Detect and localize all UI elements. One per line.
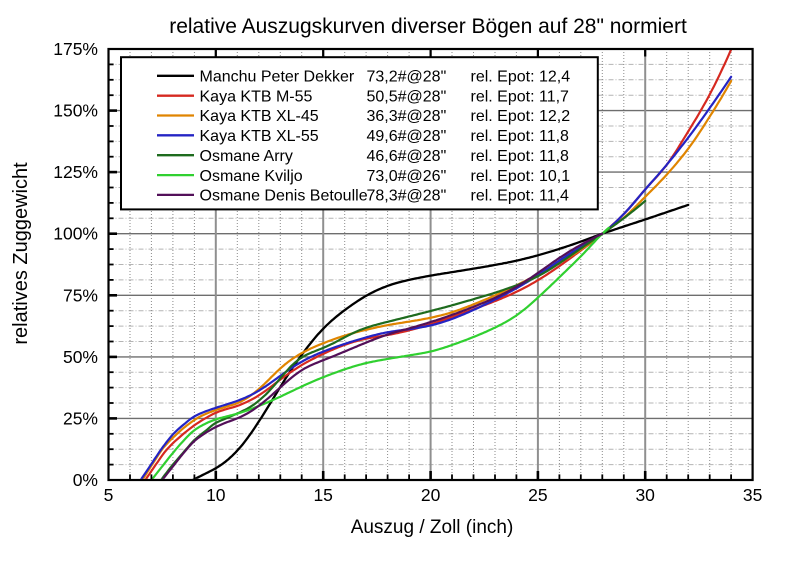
svg-text:rel. Epot: 12,2: rel. Epot: 12,2 <box>471 108 571 125</box>
svg-text:0%: 0% <box>73 470 98 490</box>
svg-text:relatives Zuggewicht: relatives Zuggewicht <box>10 162 32 345</box>
svg-text:25%: 25% <box>63 408 98 428</box>
svg-text:rel. Epot: 12,4: rel. Epot: 12,4 <box>471 69 571 86</box>
svg-text:10: 10 <box>206 485 226 505</box>
svg-text:78,3#@28": 78,3#@28" <box>367 188 447 205</box>
svg-text:Osmane Denis Betoulle: Osmane Denis Betoulle <box>200 188 368 205</box>
svg-text:relative Auszugskurven diverse: relative Auszugskurven diverser Bögen au… <box>169 15 687 38</box>
svg-text:Kaya KTB XL-55: Kaya KTB XL-55 <box>200 128 319 145</box>
svg-text:73,0#@26": 73,0#@26" <box>367 168 447 185</box>
svg-text:46,6#@28": 46,6#@28" <box>367 148 447 165</box>
svg-text:30: 30 <box>635 485 655 505</box>
svg-text:150%: 150% <box>53 101 98 121</box>
svg-text:rel. Epot: 11,8: rel. Epot: 11,8 <box>471 128 570 145</box>
svg-text:Kaya KTB XL-45: Kaya KTB XL-45 <box>200 108 319 125</box>
svg-text:Osmane Kviljo: Osmane Kviljo <box>200 168 303 185</box>
svg-text:175%: 175% <box>53 39 98 59</box>
svg-text:rel. Epot: 11,8: rel. Epot: 11,8 <box>471 148 570 165</box>
svg-text:100%: 100% <box>53 224 98 244</box>
svg-text:36,3#@28": 36,3#@28" <box>367 108 447 125</box>
svg-text:15: 15 <box>313 485 332 505</box>
svg-text:50%: 50% <box>63 347 98 367</box>
svg-text:rel. Epot: 10,1: rel. Epot: 10,1 <box>471 168 571 185</box>
svg-text:Osmane Arry: Osmane Arry <box>200 148 293 165</box>
svg-text:20: 20 <box>421 485 441 505</box>
svg-text:73,2#@28": 73,2#@28" <box>367 69 447 86</box>
svg-text:125%: 125% <box>53 162 98 182</box>
svg-text:rel. Epot: 11,7: rel. Epot: 11,7 <box>471 88 570 105</box>
svg-text:Manchu Peter Dekker: Manchu Peter Dekker <box>200 69 355 86</box>
svg-text:35: 35 <box>743 485 762 505</box>
svg-text:49,6#@28": 49,6#@28" <box>367 128 447 145</box>
svg-text:25: 25 <box>528 485 547 505</box>
svg-text:5: 5 <box>104 485 114 505</box>
svg-text:rel. Epot: 11,4: rel. Epot: 11,4 <box>471 188 570 205</box>
svg-text:50,5#@28": 50,5#@28" <box>367 88 447 105</box>
svg-text:Auszug / Zoll (inch): Auszug / Zoll (inch) <box>351 517 514 538</box>
svg-text:Kaya KTB M-55: Kaya KTB M-55 <box>200 88 313 105</box>
svg-text:75%: 75% <box>63 285 98 305</box>
